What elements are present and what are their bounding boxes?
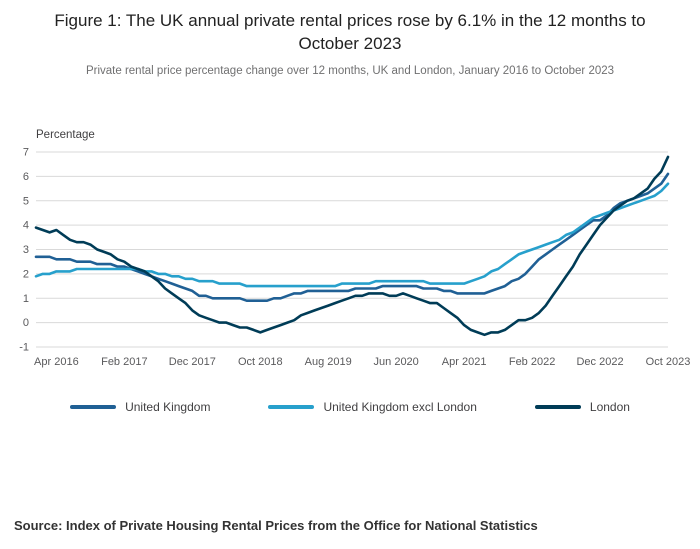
- y-tick-label: 4: [23, 220, 29, 232]
- legend-swatch: [268, 404, 315, 409]
- source-note: Source: Index of Private Housing Rental …: [14, 518, 538, 533]
- legend-item: London: [534, 399, 630, 414]
- y-tick-label: 1: [23, 293, 29, 305]
- y-tick-label: 0: [23, 317, 29, 329]
- legend-item: United Kingdom: [70, 400, 210, 414]
- rental-prices-line-chart: 7 6 5 4 3 2 1 0 -1 Apr 2016 Feb 2017 Dec 2017 Oct 20…: [19, 146, 691, 368]
- chart-legend: United Kingdom United Kingdom excl London…: [0, 400, 700, 414]
- legend-label: United Kingdom: [125, 399, 211, 414]
- x-tick-label: Oct 2018: [238, 356, 283, 368]
- y-tick-label: 7: [23, 146, 29, 158]
- legend-swatch: [70, 404, 117, 409]
- y-axis-title: Percentage: [36, 128, 95, 141]
- legend-label: United Kingdom excl London: [323, 399, 477, 414]
- figure-title: Figure 1: The UK annual private rental p…: [54, 11, 646, 53]
- chart-area: Percentage 7 6 5 4 3 2 1 0 -1 Apr 2016 Feb 2017 Dec…: [0, 129, 700, 374]
- x-tick-label: Dec 2017: [169, 356, 216, 368]
- x-tick-label: Aug 2019: [305, 356, 352, 368]
- y-tick-label: 5: [23, 195, 29, 207]
- y-tick-label: 6: [23, 171, 29, 183]
- x-tick-label: Apr 2016: [34, 356, 79, 368]
- x-tick-label: Feb 2017: [101, 356, 147, 368]
- legend-label: London: [589, 399, 630, 414]
- legend-swatch: [534, 404, 581, 409]
- series-line-united-kingdom: [34, 172, 670, 302]
- y-tick-label: 2: [23, 268, 29, 280]
- x-tick-label: Dec 2022: [576, 356, 623, 368]
- legend-item: United Kingdom excl London: [268, 399, 477, 414]
- x-tick-label: Apr 2021: [442, 356, 487, 368]
- y-tick-label: 3: [23, 244, 29, 256]
- x-tick-label: Feb 2022: [509, 356, 555, 368]
- series-line-london: [34, 155, 670, 336]
- x-tick-label: Oct 2023: [646, 356, 691, 368]
- x-tick-label: Jun 2020: [374, 356, 419, 368]
- figure-subtitle: Private rental price percentage change o…: [85, 64, 615, 77]
- y-tick-label: -1: [19, 341, 29, 353]
